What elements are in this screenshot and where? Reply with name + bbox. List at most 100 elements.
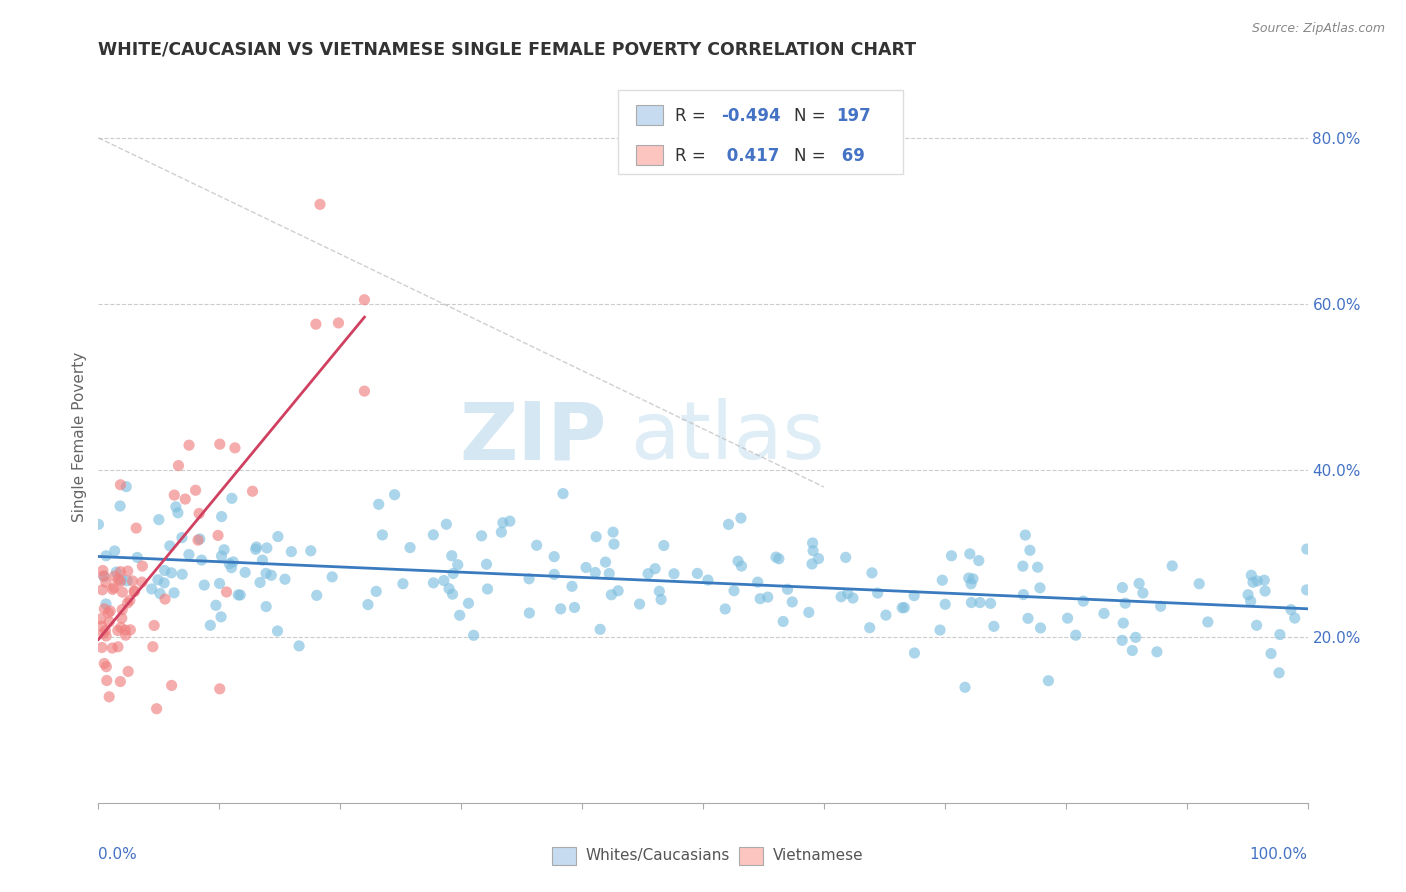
Point	[637, 566, 659, 581]
Point	[94, 629, 117, 643]
Point	[1188, 576, 1211, 591]
Point	[121, 574, 143, 588]
Point	[256, 541, 278, 555]
Point	[190, 553, 212, 567]
Point	[875, 608, 897, 623]
Point	[962, 572, 984, 586]
Point	[440, 549, 463, 563]
Point	[208, 576, 231, 591]
Point	[1011, 559, 1033, 574]
Point	[399, 541, 422, 555]
Point	[209, 610, 232, 624]
Point	[357, 598, 380, 612]
Point	[492, 516, 515, 530]
Point	[143, 618, 166, 632]
Point	[1284, 611, 1306, 625]
Point	[723, 583, 745, 598]
Point	[226, 588, 249, 602]
Point	[433, 574, 456, 588]
Text: 100.0%: 100.0%	[1250, 847, 1308, 862]
Point	[149, 586, 172, 600]
Point	[441, 587, 464, 601]
FancyBboxPatch shape	[637, 104, 664, 125]
Point	[1237, 588, 1260, 602]
Point	[249, 575, 271, 590]
Point	[842, 591, 865, 605]
FancyBboxPatch shape	[637, 145, 664, 165]
Point	[517, 572, 540, 586]
Text: 0.417: 0.417	[721, 147, 779, 165]
Point	[1111, 581, 1133, 595]
Point	[714, 602, 737, 616]
Point	[110, 477, 132, 491]
Text: Vietnamese: Vietnamese	[773, 848, 863, 863]
Point	[188, 507, 211, 521]
Point	[218, 557, 240, 571]
Point	[193, 578, 215, 592]
Text: 0.0%: 0.0%	[98, 847, 138, 862]
Point	[96, 673, 118, 688]
Point	[105, 565, 128, 579]
Point	[475, 558, 498, 572]
Text: 69: 69	[837, 147, 865, 165]
Point	[931, 573, 953, 587]
Point	[1268, 665, 1291, 680]
Point	[167, 458, 190, 473]
Point	[288, 639, 311, 653]
Point	[969, 596, 991, 610]
Point	[160, 566, 183, 580]
Point	[177, 438, 200, 452]
Point	[353, 293, 375, 307]
Point	[266, 624, 288, 638]
Point	[165, 500, 187, 514]
Point	[103, 569, 125, 583]
Point	[93, 602, 115, 616]
Point	[153, 592, 176, 607]
Point	[1240, 568, 1263, 582]
Point	[245, 540, 267, 554]
Point	[797, 606, 820, 620]
FancyBboxPatch shape	[551, 847, 576, 865]
Point	[107, 572, 129, 586]
Text: N =: N =	[793, 107, 825, 126]
Point	[371, 528, 394, 542]
Point	[477, 582, 499, 596]
Point	[1125, 631, 1147, 645]
Point	[1029, 581, 1052, 595]
Point	[929, 623, 952, 637]
Point	[159, 539, 181, 553]
FancyBboxPatch shape	[740, 847, 763, 865]
Point	[434, 517, 457, 532]
Point	[110, 621, 132, 635]
Point	[1017, 611, 1039, 625]
Point	[447, 558, 470, 572]
Point	[163, 586, 186, 600]
Point	[749, 591, 772, 606]
Point	[274, 572, 297, 586]
Point	[222, 555, 245, 569]
Point	[583, 566, 606, 580]
Point	[891, 600, 914, 615]
Point	[142, 640, 165, 654]
Text: R =: R =	[675, 147, 706, 165]
Point	[111, 585, 134, 599]
Point	[367, 497, 389, 511]
Point	[115, 480, 138, 494]
Point	[309, 197, 332, 211]
Point	[953, 681, 976, 695]
Point	[1111, 633, 1133, 648]
Point	[187, 533, 209, 548]
Point	[305, 317, 328, 331]
Point	[686, 566, 709, 581]
Point	[117, 596, 139, 610]
Point	[221, 491, 243, 506]
Point	[101, 641, 124, 656]
Point	[551, 486, 574, 500]
Point	[727, 554, 749, 568]
Point	[211, 549, 233, 563]
Point	[1146, 645, 1168, 659]
Point	[756, 590, 779, 604]
Point	[589, 623, 612, 637]
Point	[111, 602, 134, 616]
Point	[148, 513, 170, 527]
